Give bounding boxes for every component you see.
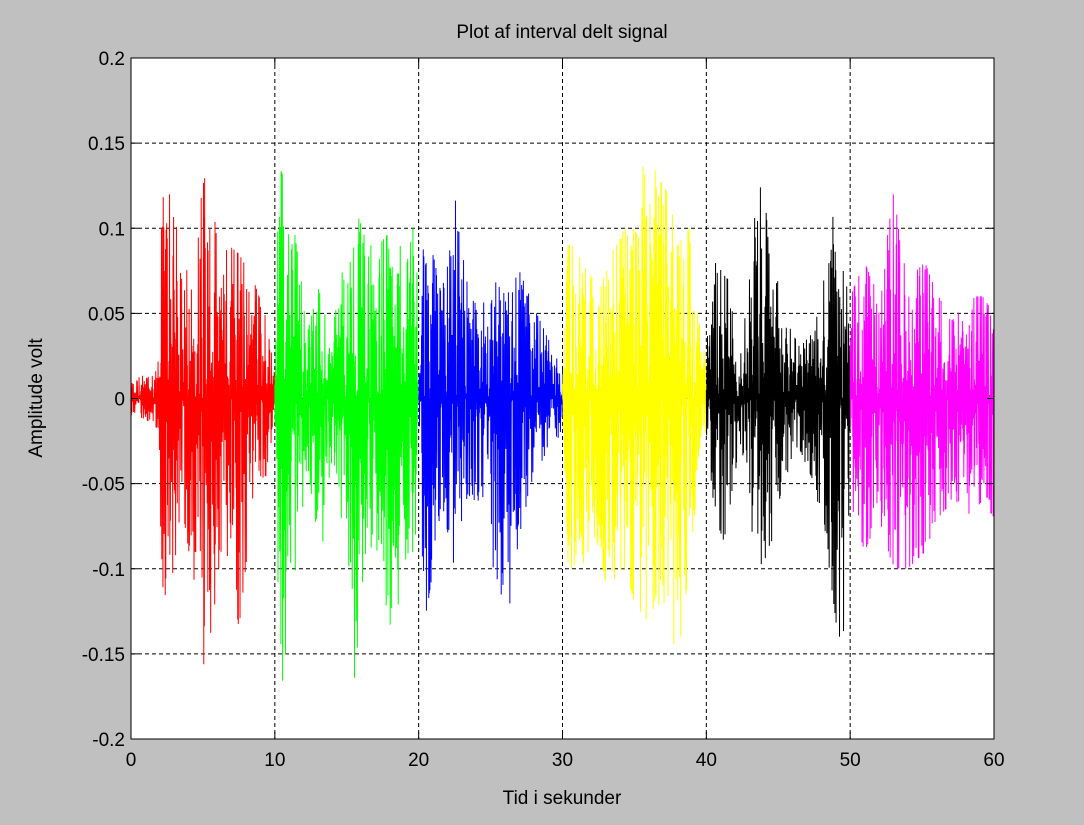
- series-layer: [130, 166, 995, 681]
- y-axis-label: Amplitude volt: [26, 338, 47, 458]
- signal-series-3: [418, 200, 563, 611]
- chart-title: Plot af interval delt signal: [456, 22, 667, 43]
- ticks: 0 10 20 30 40 50 60 -0.2 -0.15 -0.1 -0.05 0 0.05 0.1 0…: [82, 49, 1005, 771]
- x-tick-label: 30: [552, 750, 573, 771]
- x-tick-label: 0: [126, 750, 137, 771]
- y-tick-label: 0.1: [99, 219, 125, 240]
- x-tick-label: 50: [840, 750, 861, 771]
- y-tick-label: -0.1: [92, 560, 125, 581]
- signal-series-2: [274, 171, 420, 681]
- y-tick-label: -0.05: [82, 475, 125, 496]
- signal-series-6: [849, 194, 995, 569]
- y-tick-label: 0.15: [88, 134, 125, 155]
- y-tick-label: 0: [114, 390, 125, 411]
- y-tick-label: -0.2: [92, 730, 125, 751]
- x-axis-label: Tid i sekunder: [503, 788, 622, 809]
- signal-series-1: [130, 178, 276, 665]
- x-tick-label: 40: [696, 750, 717, 771]
- x-tick-label: 20: [408, 750, 429, 771]
- y-tick-label: 0.05: [88, 304, 125, 325]
- x-tick-label: 60: [983, 750, 1004, 771]
- grid: [131, 58, 994, 739]
- y-tick-label: -0.15: [82, 645, 125, 666]
- x-tick-label: 10: [264, 750, 285, 771]
- y-tick-label: 0.2: [99, 49, 125, 70]
- signal-series-5: [705, 187, 851, 637]
- signal-series-4: [562, 166, 707, 644]
